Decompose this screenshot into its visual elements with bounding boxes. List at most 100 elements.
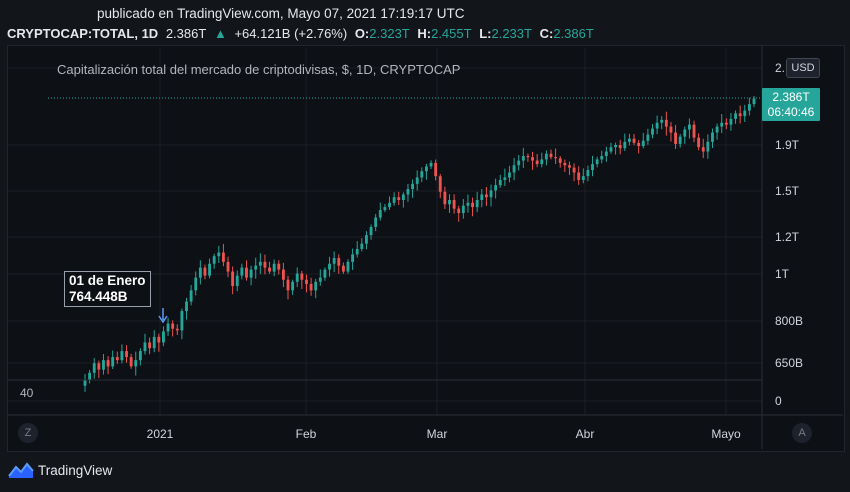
candle-body — [388, 202, 391, 208]
candle-body — [189, 290, 193, 302]
candle-body — [706, 141, 710, 152]
candle-body — [258, 261, 262, 266]
candle-body — [171, 323, 175, 329]
candle-body — [623, 141, 627, 149]
last-price: 2.386T — [165, 26, 207, 41]
candle-body — [351, 254, 355, 262]
candle-body — [323, 269, 327, 278]
candle-body — [724, 122, 728, 125]
candle-body — [240, 267, 244, 276]
zoom-z-button[interactable]: Z — [18, 423, 38, 443]
candle-body — [544, 153, 548, 160]
candle-body — [102, 360, 105, 370]
y-tick-label: 1T — [775, 267, 790, 281]
close-value: 2.386T — [553, 26, 594, 41]
candle-body — [452, 199, 456, 209]
y-tick-label: 0 — [775, 394, 782, 408]
candle-body — [231, 271, 235, 287]
candle-body — [235, 275, 239, 287]
candle-body — [752, 98, 756, 105]
candle-body — [360, 243, 364, 249]
candle-body — [457, 208, 461, 214]
candle-body — [687, 124, 691, 130]
candle-body — [448, 199, 451, 205]
last-price-label: 2.386T — [772, 90, 810, 104]
candle-body — [281, 269, 285, 280]
currency-button[interactable]: USD — [786, 58, 820, 78]
candle-body — [254, 265, 258, 270]
candle-body — [429, 162, 433, 167]
chart-frame[interactable] — [7, 45, 845, 452]
candle-body — [226, 261, 230, 272]
candle-body — [198, 267, 202, 278]
candle-body — [498, 179, 502, 186]
candle-body — [434, 162, 438, 177]
candle-body — [332, 258, 336, 264]
candle-body — [203, 267, 207, 276]
candle-body — [521, 156, 525, 161]
candle-body — [572, 167, 576, 173]
candle-body — [365, 235, 368, 244]
candle-body — [577, 172, 581, 180]
candle-body — [701, 147, 705, 152]
candle-body — [655, 122, 659, 129]
candle-body — [641, 140, 645, 147]
candle-body — [503, 177, 507, 180]
candle-body — [669, 126, 673, 133]
candle-body — [420, 171, 424, 178]
candle-body — [535, 160, 539, 165]
x-tick-label: 2021 — [147, 427, 174, 441]
candle-body — [143, 342, 147, 352]
candle-body — [494, 185, 498, 191]
candle-body — [166, 323, 170, 332]
x-tick-label: Feb — [296, 427, 317, 441]
candle-body — [162, 331, 165, 343]
y-tick-label: 1.9T — [775, 138, 800, 152]
y-tick-label: 650B — [775, 356, 803, 370]
candle-body — [88, 372, 92, 380]
candle-body — [401, 194, 405, 200]
candle-body — [277, 263, 281, 270]
candle-body — [286, 279, 290, 291]
candle-body — [406, 189, 410, 195]
candle-body — [92, 363, 96, 373]
candle-body — [83, 379, 87, 386]
candle-body — [595, 159, 599, 165]
candle-body — [697, 137, 701, 148]
ticker-header: CRYPTOCAP:TOTAL, 1D 2.386T ▲ +64.121B (+… — [7, 26, 598, 41]
last-price-badge: 2.386T 06:40:46 — [762, 88, 820, 121]
candle-body — [346, 261, 350, 272]
candle-body — [715, 126, 719, 133]
symbol-label[interactable]: CRYPTOCAP:TOTAL, 1D — [7, 26, 159, 41]
open-label: O: — [354, 26, 370, 41]
candle-body — [424, 166, 428, 172]
x-tick-label: Abr — [576, 427, 595, 441]
candle-body — [106, 360, 110, 367]
candle-body — [646, 134, 650, 141]
y-tick-label: 2. — [775, 61, 785, 75]
auto-scale-button[interactable]: A — [792, 423, 812, 443]
high-value: 2.455T — [431, 26, 472, 41]
candle-body — [263, 261, 267, 268]
candle-body — [300, 273, 304, 280]
candle-body — [397, 197, 401, 200]
candle-body — [217, 252, 221, 257]
candle-body — [549, 153, 553, 158]
open-value: 2.323T — [369, 26, 410, 41]
candle-body — [627, 138, 631, 142]
candle-body — [328, 263, 331, 270]
candle-body — [374, 217, 378, 227]
candle-body — [194, 277, 198, 291]
x-tick-label: Mar — [427, 427, 448, 441]
y-tick-label: 1.2T — [775, 230, 800, 244]
candle-body — [609, 147, 613, 152]
candle-body — [466, 202, 470, 206]
candle-body — [614, 145, 618, 148]
bar-countdown: 06:40:46 — [767, 105, 815, 119]
low-value: 2.233T — [491, 26, 532, 41]
candle-body — [185, 301, 188, 312]
up-triangle-icon: ▲ — [213, 26, 227, 41]
candle-body — [734, 113, 737, 119]
tradingview-logo[interactable]: TradingView — [8, 461, 112, 479]
